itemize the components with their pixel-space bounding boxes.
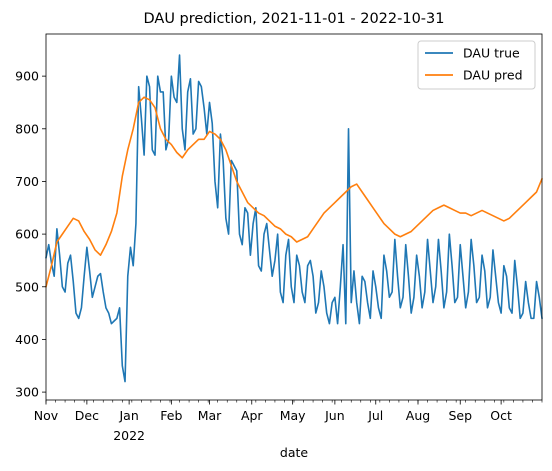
series-line-dau-true (45, 54, 543, 383)
x-tick-label: Sep (448, 408, 472, 423)
y-tick-label: 600 (15, 227, 39, 242)
legend-label-dau-pred: DAU pred (463, 68, 523, 83)
y-tick-label: 900 (15, 69, 39, 84)
series-line-dau-pred (45, 96, 543, 288)
x-tick-label: Aug (406, 408, 430, 423)
y-tick-label: 400 (15, 332, 39, 347)
x-tick-label: Mar (198, 408, 222, 423)
x-axis-label: date (280, 445, 308, 460)
series-lines (45, 54, 543, 383)
x-tick-label: Dec (75, 408, 99, 423)
x-tick-label: Apr (241, 408, 263, 423)
y-tick-label: 700 (15, 174, 39, 189)
x-tick-label: Nov (34, 408, 59, 423)
x-tick-label: Feb (160, 408, 182, 423)
x-axis: Nov Dec Jan Feb Mar Apr May Jun Jul Aug Sep Oct 2022 (34, 400, 543, 443)
legend-label-dau-true: DAU true (463, 46, 520, 61)
y-tick-label: 500 (15, 279, 39, 294)
chart-title: DAU prediction, 2021-11-01 - 2022-10-31 (143, 11, 444, 27)
x-tick-label: Jul (367, 408, 383, 423)
x-tick-label: Jan (118, 408, 138, 423)
x-year-label: 2022 (113, 428, 145, 443)
x-tick-label: Jun (324, 408, 345, 423)
x-tick-label: May (280, 408, 306, 423)
y-tick-label: 800 (15, 121, 39, 136)
legend: DAU true DAU pred (417, 40, 536, 90)
x-tick-label: Oct (490, 408, 512, 423)
y-tick-label: 300 (15, 385, 39, 400)
y-axis: 300 400 500 600 700 800 900 (15, 69, 46, 400)
